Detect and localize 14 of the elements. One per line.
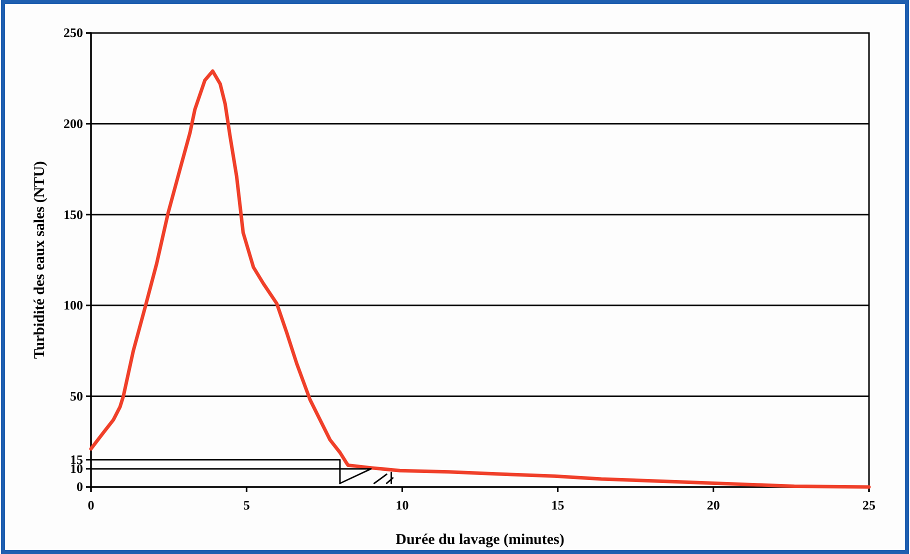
- y-tick-label: 0: [76, 479, 83, 494]
- x-tick-label: 25: [862, 497, 876, 512]
- y-tick-label: 50: [70, 388, 83, 404]
- y-tick-label: 250: [64, 25, 83, 40]
- x-tick-label: 0: [88, 497, 94, 512]
- y-tick-label: 150: [64, 206, 83, 222]
- x-tick-label: 5: [243, 497, 250, 512]
- y-tick-label: 100: [64, 298, 83, 313]
- y-tick-label: 200: [64, 116, 83, 131]
- x-axis-title: Durée du lavage (minutes): [396, 532, 564, 548]
- x-tick-label: 20: [706, 497, 720, 512]
- y-axis-title: Turbidité des eaux sales (NTU): [32, 161, 48, 359]
- x-tick-label: 10: [396, 497, 409, 512]
- x-tick-label: 15: [551, 497, 565, 512]
